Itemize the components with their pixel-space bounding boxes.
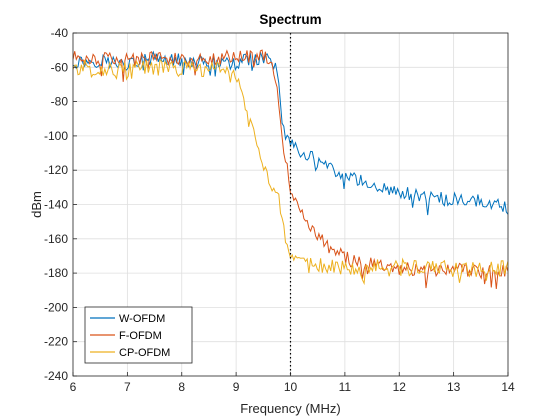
y-tick-label: -220 [44, 335, 68, 349]
x-tick-label: 9 [233, 380, 240, 394]
legend-label: CP-OFDM [119, 347, 170, 359]
x-tick-label: 14 [501, 380, 515, 394]
chart-title: Spectrum [259, 12, 321, 27]
legend-label: F-OFDM [119, 330, 162, 342]
y-tick-label: -120 [44, 163, 68, 177]
y-tick-label: -40 [51, 26, 69, 40]
axis-ticks: 6 7 8 9 10 11 12 13 14 -40 -60 -80 -100 -120 -140 -160 -… [44, 26, 515, 394]
x-tick-label: 8 [178, 380, 185, 394]
x-tick-label: 10 [284, 380, 298, 394]
legend-label: W-OFDM [119, 313, 165, 325]
legend: W-OFDM F-OFDM CP-OFDM [84, 306, 193, 364]
x-tick-label: 7 [124, 380, 131, 394]
x-axis-label: Frequency (MHz) [240, 401, 340, 416]
x-tick-label: 11 [339, 380, 352, 394]
x-tick-label: 6 [70, 380, 77, 394]
y-tick-label: -160 [44, 232, 68, 246]
y-tick-label: -240 [44, 369, 68, 383]
y-tick-label: -60 [51, 60, 69, 74]
y-axis-label: dBm [29, 191, 44, 218]
y-tick-label: -80 [51, 95, 69, 109]
y-tick-label: -140 [44, 198, 68, 212]
x-tick-label: 12 [393, 380, 407, 394]
x-tick-label: 13 [447, 380, 461, 394]
y-tick-label: -180 [44, 266, 68, 280]
y-tick-label: -100 [44, 129, 68, 143]
y-tick-label: -200 [44, 300, 68, 314]
